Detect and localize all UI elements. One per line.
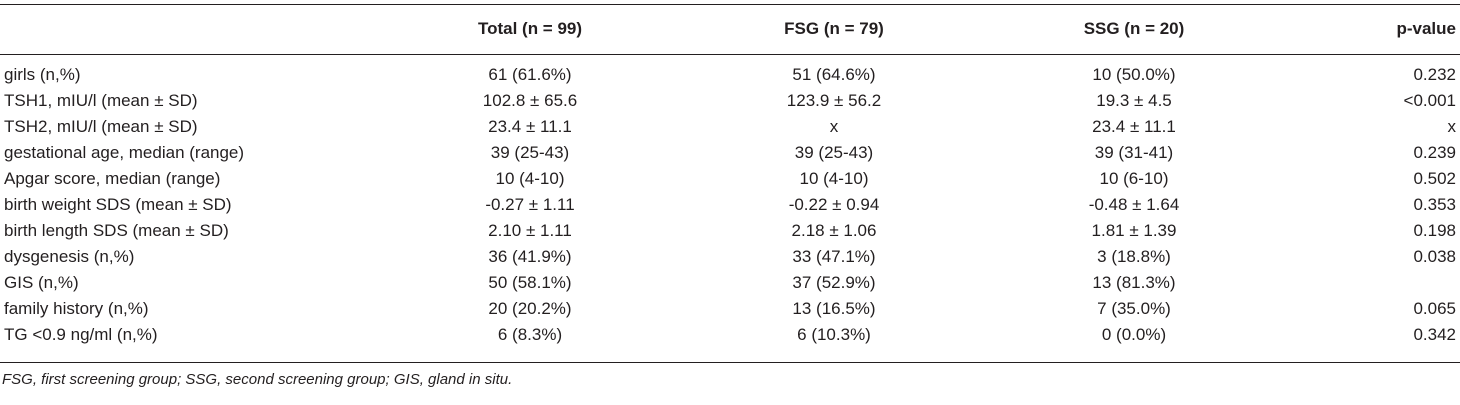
cell-p-value: 0.502 <box>1413 169 1456 188</box>
cell-p-value: 0.353 <box>1413 195 1456 214</box>
row-label: GIS (n,%) <box>4 273 79 292</box>
cell-total: 102.8 ± 65.6 <box>482 91 578 110</box>
cell-fsg: 39 (25-43) <box>794 143 874 162</box>
cell-fsg: 13 (16.5%) <box>792 299 876 318</box>
cell-total: -0.27 ± 1.11 <box>485 195 575 214</box>
cell-total: 10 (4-10) <box>495 169 565 188</box>
cell-total: 20 (20.2%) <box>488 299 572 318</box>
cell-p-value: 0.038 <box>1413 247 1456 266</box>
cell-ssg: -0.48 ± 1.64 <box>1088 195 1180 214</box>
cell-fsg: 123.9 ± 56.2 <box>786 91 882 110</box>
cell-p-value: 0.198 <box>1413 221 1456 240</box>
row-label: gestational age, median (range) <box>4 143 245 162</box>
table-footnote: FSG, first screening group; SSG, second … <box>2 371 513 388</box>
header-cell-total: Total (n = 99) <box>477 19 583 38</box>
table-row: dysgenesis (n,%) 36 (41.9%) 33 (47.1%) 3… <box>0 244 1460 270</box>
row-label: Apgar score, median (range) <box>4 169 221 188</box>
table-row: Apgar score, median (range) 10 (4-10) 10… <box>0 166 1460 192</box>
cell-total: 39 (25-43) <box>490 143 570 162</box>
table-header-rule <box>0 54 1460 55</box>
cell-p-value: 0.239 <box>1413 143 1456 162</box>
cell-fsg: 33 (47.1%) <box>792 247 876 266</box>
table-row: TSH1, mIU/l (mean ± SD) 102.8 ± 65.6 123… <box>0 88 1460 114</box>
cell-ssg: 13 (81.3%) <box>1092 273 1176 292</box>
table-row: birth length SDS (mean ± SD) 2.10 ± 1.11… <box>0 218 1460 244</box>
cell-fsg: 51 (64.6%) <box>792 65 876 84</box>
table-row: family history (n,%) 20 (20.2%) 13 (16.5… <box>0 296 1460 322</box>
cell-total: 61 (61.6%) <box>488 65 572 84</box>
header-cell-p-value: p-value <box>1396 19 1456 38</box>
cell-ssg: 23.4 ± 11.1 <box>1092 117 1176 136</box>
table-bottom-rule <box>0 362 1460 363</box>
table-row: GIS (n,%) 50 (58.1%) 37 (52.9%) 13 (81.3… <box>0 270 1460 296</box>
cell-p-value: 0.342 <box>1413 325 1456 344</box>
cell-p-value: 0.232 <box>1413 65 1456 84</box>
table-row: girls (n,%) 61 (61.6%) 51 (64.6%) 10 (50… <box>0 62 1460 88</box>
table-row: TSH2, mIU/l (mean ± SD) 23.4 ± 11.1 x 23… <box>0 114 1460 140</box>
header-cell-fsg: FSG (n = 79) <box>784 19 884 38</box>
row-label: TSH1, mIU/l (mean ± SD) <box>4 91 198 110</box>
table-top-rule <box>0 4 1460 5</box>
cell-p-value: <0.001 <box>1403 91 1456 110</box>
row-label: birth length SDS (mean ± SD) <box>4 221 229 240</box>
row-label: dysgenesis (n,%) <box>4 247 135 266</box>
cell-ssg: 7 (35.0%) <box>1097 299 1171 318</box>
cell-p-value: x <box>1447 117 1457 136</box>
cell-fsg: -0.22 ± 0.94 <box>788 195 880 214</box>
cell-total: 36 (41.9%) <box>488 247 572 266</box>
row-label: family history (n,%) <box>4 299 149 318</box>
row-label: girls (n,%) <box>4 65 81 84</box>
row-label: birth weight SDS (mean ± SD) <box>4 195 232 214</box>
cell-ssg: 1.81 ± 1.39 <box>1091 221 1177 240</box>
cell-ssg: 0 (0.0%) <box>1101 325 1167 344</box>
cell-fsg: 2.18 ± 1.06 <box>791 221 877 240</box>
cell-ssg: 3 (18.8%) <box>1097 247 1171 266</box>
cell-ssg: 10 (6-10) <box>1099 169 1169 188</box>
row-label: TG <0.9 ng/ml (n,%) <box>4 325 158 344</box>
table-row: gestational age, median (range) 39 (25-4… <box>0 140 1460 166</box>
cell-ssg: 19.3 ± 4.5 <box>1096 91 1172 110</box>
cell-p-value: 0.065 <box>1413 299 1456 318</box>
cell-fsg: 10 (4-10) <box>799 169 869 188</box>
row-label: TSH2, mIU/l (mean ± SD) <box>4 117 198 136</box>
cell-total: 23.4 ± 11.1 <box>488 117 572 136</box>
cell-ssg: 10 (50.0%) <box>1092 65 1176 84</box>
cell-total: 6 (8.3%) <box>497 325 563 344</box>
cell-fsg: 37 (52.9%) <box>792 273 876 292</box>
table-row: TG <0.9 ng/ml (n,%) 6 (8.3%) 6 (10.3%) 0… <box>0 322 1460 348</box>
cell-fsg: 6 (10.3%) <box>797 325 871 344</box>
cell-fsg: x <box>829 117 839 136</box>
table-header-row: Total (n = 99) FSG (n = 79) SSG (n = 20)… <box>0 16 1460 42</box>
cell-ssg: 39 (31-41) <box>1094 143 1174 162</box>
table-row: birth weight SDS (mean ± SD) -0.27 ± 1.1… <box>0 192 1460 218</box>
cell-total: 2.10 ± 1.11 <box>488 221 572 240</box>
cell-total: 50 (58.1%) <box>488 273 572 292</box>
header-cell-ssg: SSG (n = 20) <box>1083 19 1185 38</box>
